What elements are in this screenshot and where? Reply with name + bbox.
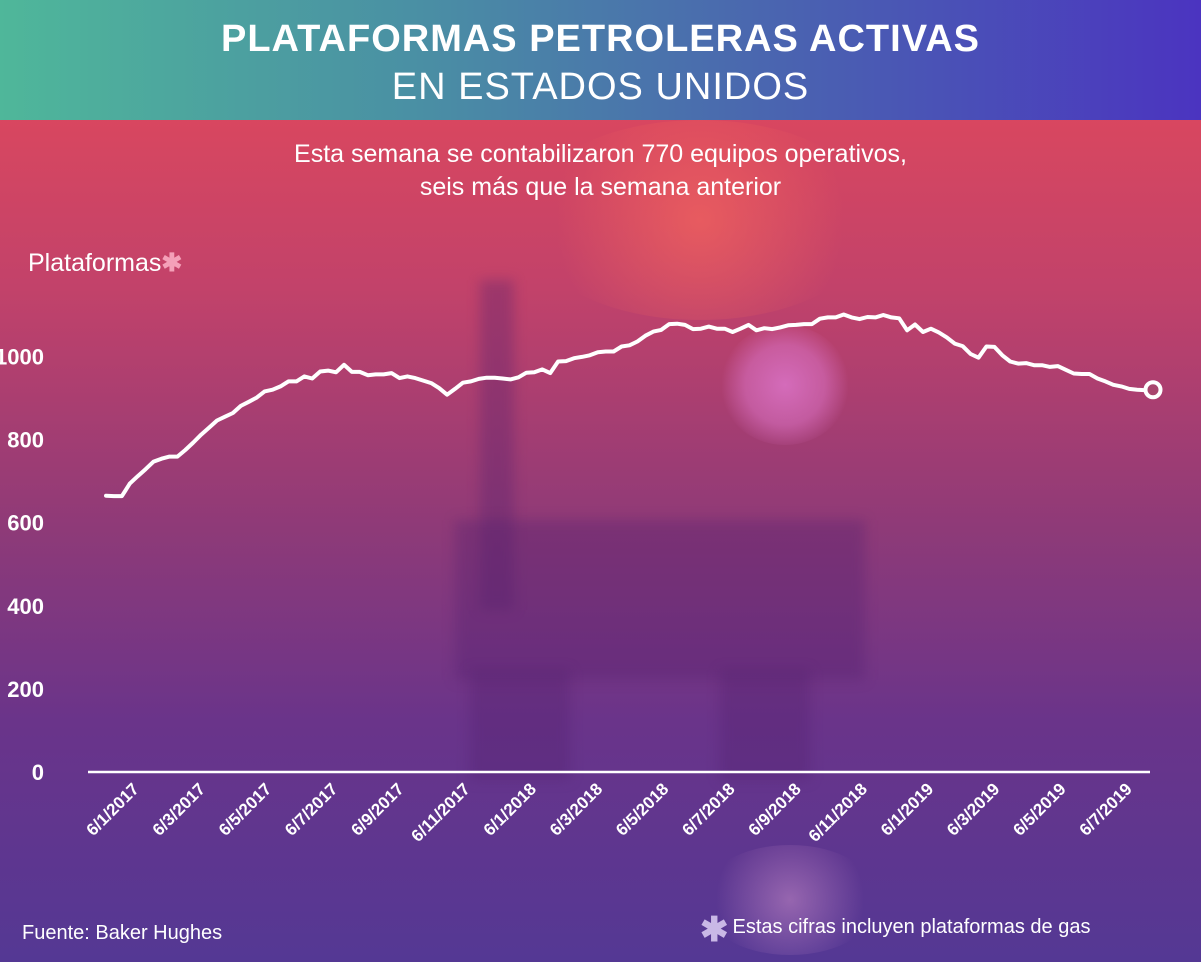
- x-tick-label: 6/3/2017: [149, 779, 209, 839]
- y-tick-label: 200: [7, 677, 44, 702]
- background-rig-leg-right: [720, 670, 810, 780]
- header-banner: PLATAFORMAS PETROLERAS ACTIVAS EN ESTADO…: [0, 0, 1201, 120]
- x-tick-label: 6/9/2017: [347, 779, 407, 839]
- x-tick-label: 6/7/2019: [1076, 779, 1136, 839]
- asterisk-icon: ✱: [161, 249, 183, 277]
- x-tick-label: 6/7/2018: [678, 779, 738, 839]
- background-glow-bottom: [700, 845, 880, 955]
- background-rig-leg-left: [470, 670, 570, 780]
- subtitle-line-1: Esta semana se contabilizaron 770 equipo…: [294, 140, 907, 168]
- x-tick-label: 6/5/2018: [612, 779, 672, 839]
- background-sun: [720, 325, 850, 445]
- x-tick-label: 6/9/2018: [745, 779, 805, 839]
- subtitle-line-2: seis más que la semana anterior: [419, 173, 782, 201]
- title-secondary: EN ESTADOS UNIDOS: [391, 66, 810, 108]
- y-tick-label: 600: [7, 511, 44, 536]
- x-tick-label: 6/1/2017: [83, 779, 143, 839]
- x-tick-label: 6/11/2017: [408, 779, 474, 845]
- y-tick-label: 0: [32, 760, 44, 785]
- y-tick-label: 1000: [0, 345, 44, 370]
- x-tick-label: 6/3/2018: [546, 779, 606, 839]
- background-glow: [520, 120, 880, 320]
- footnote: ✱ Estas cifras incluyen plataformas de ga…: [700, 910, 1090, 950]
- source-note: Fuente: Baker Hughes: [22, 922, 223, 944]
- x-tick-label: 6/11/2018: [805, 779, 871, 845]
- y-tick-label: 800: [7, 428, 44, 453]
- x-tick-label: 6/7/2017: [281, 779, 341, 839]
- x-tick-label: 6/1/2018: [480, 779, 540, 839]
- background-rig-deck: [455, 520, 865, 680]
- x-tick-label: 6/3/2019: [943, 779, 1003, 839]
- x-tick-label: 6/5/2019: [1009, 779, 1069, 839]
- asterisk-icon: ✱: [700, 911, 729, 949]
- footnote-text: Estas cifras incluyen plataformas de gas: [732, 916, 1091, 938]
- title: PLATAFORMAS PETROLERAS ACTIVAS: [220, 18, 981, 60]
- series-line: [104, 312, 1155, 499]
- y-axis-label: Plataformas✱: [28, 248, 182, 278]
- y-axis-label-text: Plataformas: [28, 249, 162, 277]
- series-endpoint-marker: [1143, 380, 1163, 400]
- x-tick-label: 6/5/2017: [215, 779, 275, 839]
- x-tick-label: 6/1/2019: [877, 779, 937, 839]
- y-tick-label: 400: [7, 594, 44, 619]
- background-rig-tower: [480, 280, 514, 610]
